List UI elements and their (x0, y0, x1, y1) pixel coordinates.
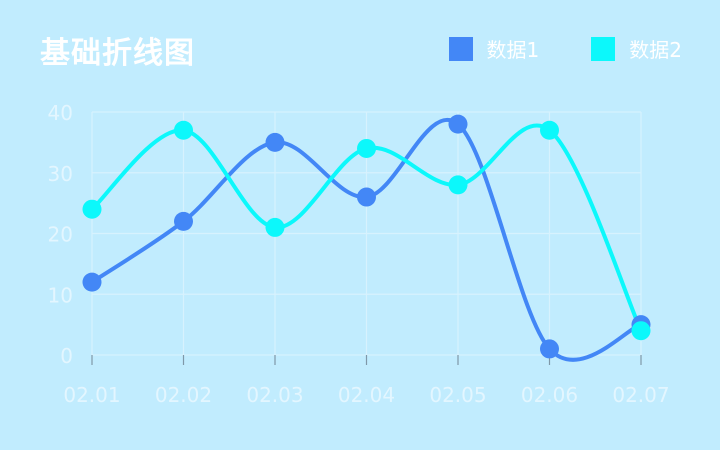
y-tick-label: 30 (48, 162, 73, 186)
series-2-point[interactable] (82, 199, 102, 219)
series-1-point[interactable] (448, 114, 468, 134)
legend-item-series-2[interactable]: 数据2 (591, 34, 682, 63)
series-2-point[interactable] (540, 120, 559, 140)
series-2-point[interactable] (265, 217, 285, 237)
x-tick-label: 02.06 (521, 383, 578, 407)
x-tick-label: 02.02 (155, 383, 212, 407)
x-tick-label: 02.01 (63, 383, 120, 407)
legend-swatch-series-1 (448, 36, 473, 61)
x-tick-label: 02.04 (338, 383, 395, 407)
legend-label-series-2: 数据2 (629, 38, 682, 62)
y-tick-label: 20 (48, 223, 73, 247)
legend: 数据1 数据2 (448, 34, 682, 63)
series-2-point[interactable] (631, 321, 651, 341)
y-tick-label: 0 (60, 344, 73, 368)
chart-title: 基础折线图 (40, 36, 195, 71)
series-1-point[interactable] (540, 339, 559, 359)
x-tick-label: 02.07 (612, 383, 669, 407)
series-2-point[interactable] (357, 138, 376, 158)
y-tick-label: 40 (48, 101, 73, 125)
series-1-point[interactable] (82, 272, 102, 292)
series-2-point[interactable] (448, 175, 468, 195)
series-1-point[interactable] (357, 187, 376, 207)
x-tick-label: 02.03 (246, 383, 303, 407)
series-2-point[interactable] (174, 120, 193, 140)
x-tick-label: 02.05 (429, 383, 486, 407)
legend-swatch-series-2 (591, 36, 616, 61)
legend-item-series-1[interactable]: 数据1 (448, 34, 540, 63)
axes: 0 10 20 30 40 02.01 02.02 02.03 02.04 02.05 02.06 0… (48, 101, 670, 407)
series-layer (82, 114, 651, 362)
y-tick-label: 10 (48, 283, 73, 307)
series-1-point[interactable] (265, 132, 285, 152)
series-1-point[interactable] (174, 211, 193, 231)
legend-label-series-1: 数据1 (486, 38, 540, 62)
